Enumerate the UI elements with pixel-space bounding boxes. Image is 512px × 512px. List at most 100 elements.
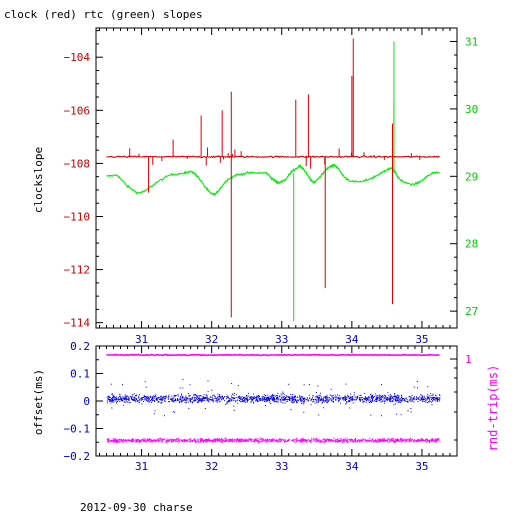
offset-point xyxy=(319,396,320,398)
offset-point xyxy=(417,398,419,399)
rnd-trip-point xyxy=(268,440,270,442)
offset-point xyxy=(143,399,145,401)
offset-point xyxy=(439,395,441,397)
rnd-trip-point xyxy=(437,438,438,440)
offset-point xyxy=(328,397,330,399)
rnd-trip-point xyxy=(142,439,144,440)
rnd-trip-point xyxy=(110,439,112,441)
offset-point xyxy=(181,394,182,396)
rnd-trip-point xyxy=(143,440,145,441)
offset-point xyxy=(154,400,156,402)
rnd-trip-tick-label: 1 xyxy=(465,353,472,366)
offset-point xyxy=(191,396,193,398)
offset-point xyxy=(125,397,126,399)
offset-point xyxy=(369,402,371,404)
rnd-trip-point xyxy=(231,441,233,443)
rnd-trip-point xyxy=(130,439,132,441)
offset-point xyxy=(353,394,355,396)
rnd-trip-point xyxy=(143,440,145,442)
rnd-trip-point xyxy=(204,440,206,442)
offset-point xyxy=(162,399,163,401)
offset-point xyxy=(134,399,136,401)
offset-point xyxy=(167,397,169,399)
rnd-trip-point xyxy=(370,440,372,442)
offset-point xyxy=(267,397,268,399)
offset-point xyxy=(359,400,361,402)
rnd-trip-point xyxy=(421,438,423,440)
offset-point xyxy=(130,397,132,399)
offset-point xyxy=(259,398,261,400)
offset-point xyxy=(369,397,371,399)
offset-point xyxy=(150,402,152,403)
offset-point xyxy=(277,401,279,403)
offset-point xyxy=(140,397,142,399)
rnd-trip-point xyxy=(318,440,320,442)
rnd-trip-point xyxy=(192,439,194,441)
rnd-trip-point xyxy=(112,437,114,439)
offset-point xyxy=(109,398,111,400)
offset-point xyxy=(251,396,253,398)
offset-point xyxy=(255,397,257,399)
offset-point xyxy=(370,393,372,395)
rnd-trip-point xyxy=(229,439,231,440)
offset-point xyxy=(297,399,299,401)
rnd-trip-point xyxy=(330,440,332,442)
rnd-trip-point xyxy=(135,441,137,443)
offset-point xyxy=(387,397,389,398)
rnd-trip-point xyxy=(265,442,267,444)
offset-point xyxy=(265,394,266,396)
offset-point xyxy=(301,401,303,403)
offset-point xyxy=(256,395,258,397)
rnd-trip-point xyxy=(361,440,363,442)
rnd-trip-point xyxy=(175,438,177,440)
rnd-trip-point xyxy=(254,439,256,441)
rnd-trip-point xyxy=(174,440,176,442)
rnd-trip-point xyxy=(310,441,312,443)
y-tick-label: −110 xyxy=(64,210,91,223)
rnd-trip-point xyxy=(397,439,399,441)
rnd-trip-point xyxy=(381,439,383,441)
rnd-trip-point xyxy=(139,440,141,441)
rnd-trip-point xyxy=(390,440,392,442)
offset-point xyxy=(195,399,196,401)
offset-point xyxy=(177,399,179,401)
rnd-trip-point xyxy=(382,440,383,442)
offset-point xyxy=(344,395,346,397)
offset-point xyxy=(245,396,247,398)
offset-point xyxy=(370,414,372,416)
rnd-trip-point xyxy=(149,438,151,440)
offset-point xyxy=(427,397,429,398)
rnd-trip-point xyxy=(156,440,158,441)
y-tick-label: −104 xyxy=(64,51,91,64)
rnd-trip-point xyxy=(245,439,247,441)
offset-point xyxy=(284,399,286,401)
rnd-trip-point xyxy=(171,438,173,440)
rnd-trip-point xyxy=(144,441,146,442)
rnd-trip-point xyxy=(282,438,284,440)
offset-point xyxy=(289,398,291,400)
offset-point xyxy=(145,399,147,401)
rnd-trip-point xyxy=(219,438,220,440)
rnd-trip-point xyxy=(224,438,226,439)
offset-point xyxy=(153,397,155,399)
rnd-trip-point xyxy=(254,438,256,440)
offset-point xyxy=(185,395,187,397)
rnd-trip-point xyxy=(203,440,205,442)
offset-point xyxy=(416,381,418,383)
offset-point xyxy=(357,396,359,398)
offset-point xyxy=(234,397,236,399)
rnd-trip-point xyxy=(265,441,267,443)
rnd-trip-point xyxy=(221,440,223,442)
offset-point xyxy=(186,399,188,401)
rnd-trip-point xyxy=(390,439,391,441)
rnd-trip-point xyxy=(276,440,278,441)
offset-point xyxy=(401,399,403,401)
offset-point xyxy=(173,396,175,398)
offset-point xyxy=(370,401,372,403)
rnd-trip-point xyxy=(230,440,232,442)
offset-point xyxy=(272,394,274,396)
rnd-trip-point xyxy=(302,437,304,439)
offset-point xyxy=(361,397,363,398)
offset-point xyxy=(402,398,404,400)
offset-point xyxy=(434,400,436,402)
